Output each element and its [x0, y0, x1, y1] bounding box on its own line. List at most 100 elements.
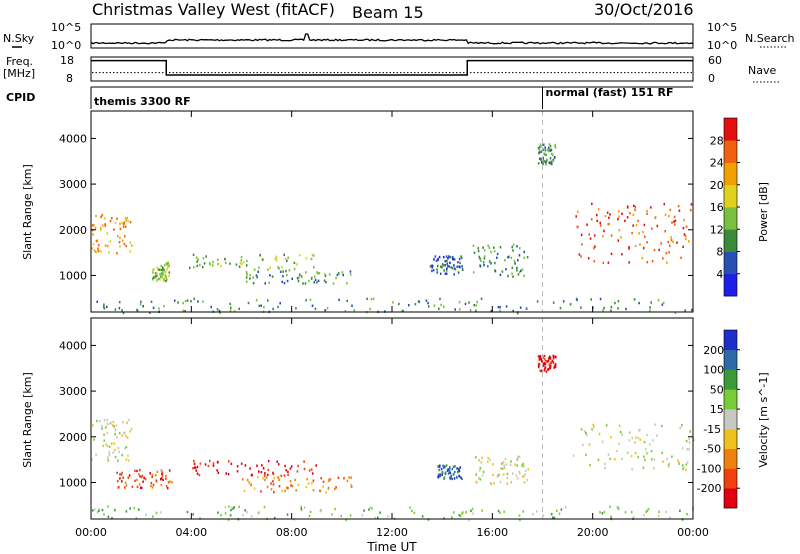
power-colorbar: 28 24 20 16 12 8 4 — [710, 117, 740, 297]
scatter-cell — [212, 462, 215, 465]
scatter-cell — [260, 304, 262, 307]
scatter-cell — [499, 305, 501, 309]
scatter-cell — [103, 307, 106, 310]
scatter-cell — [552, 516, 554, 519]
scatter-cell — [608, 222, 611, 226]
scatter-cell — [443, 477, 445, 480]
scatter-cell — [609, 213, 611, 216]
scatter-cell — [496, 256, 498, 259]
scatter-cell — [93, 224, 95, 227]
scatter-cell — [134, 469, 136, 473]
scatter-cell — [262, 467, 265, 470]
scatter-cell — [644, 235, 646, 239]
scatter-cell — [281, 266, 283, 269]
scatter-cell — [631, 231, 633, 235]
scatter-cell — [543, 143, 545, 146]
scatter-cell — [604, 466, 606, 470]
scatter-cell — [555, 356, 557, 359]
scatter-cell — [510, 481, 513, 484]
scatter-cell — [202, 300, 204, 303]
scatter-cell — [597, 208, 600, 211]
scatter-cell — [458, 257, 461, 261]
scatter-cell — [481, 474, 484, 477]
x-axis-label: Time UT — [366, 540, 417, 554]
scatter-cell — [335, 276, 337, 280]
scatter-cell — [665, 510, 667, 514]
scatter-cell — [262, 477, 264, 480]
scatter-cell — [554, 365, 556, 368]
scatter-cell — [548, 365, 551, 368]
scatter-cell — [91, 458, 93, 461]
scatter-cell — [107, 459, 110, 462]
scatter-cell — [682, 467, 684, 471]
scatter-cell — [606, 211, 609, 214]
scatter-cell — [318, 272, 321, 275]
scatter-cell — [543, 364, 545, 367]
scatter-cell — [454, 470, 456, 474]
scatter-cell — [287, 487, 289, 490]
scatter-cell — [244, 509, 246, 512]
scatter-cell — [272, 483, 275, 486]
scatter-cell — [443, 466, 445, 469]
scatter-cell — [458, 467, 460, 471]
scatter-cell — [460, 255, 462, 258]
scatter-cell — [459, 261, 461, 265]
scatter-cell — [305, 485, 308, 489]
scatter-cell — [517, 455, 519, 458]
scatter-cell — [520, 269, 522, 273]
colorbar-swatch — [724, 369, 737, 390]
scatter-cell — [190, 300, 192, 303]
scatter-cell — [556, 509, 558, 512]
scatter-cell — [650, 206, 652, 209]
scatter-cell — [159, 273, 161, 276]
scatter-cell — [662, 301, 665, 305]
scatter-cell — [270, 488, 273, 491]
scatter-cell — [440, 303, 442, 307]
scatter-cell — [439, 474, 442, 478]
scatter-cell — [471, 507, 474, 511]
scatter-cell — [539, 143, 542, 146]
scatter-cell — [276, 476, 279, 479]
scatter-cell — [431, 266, 433, 269]
scatter-cell — [308, 514, 311, 518]
scatter-cell — [217, 471, 220, 474]
scatter-cell — [524, 469, 527, 473]
scatter-cell — [540, 150, 543, 154]
scatter-cell — [487, 265, 489, 268]
scatter-cell — [295, 307, 297, 310]
scatter-cell — [161, 472, 163, 475]
scatter-cell — [580, 255, 582, 258]
scatter-cell — [160, 272, 163, 275]
scatter-cell — [664, 213, 667, 216]
scatter-cell — [461, 477, 463, 481]
scatter-cell — [139, 486, 142, 490]
scatter-cell — [166, 487, 169, 490]
scatter-cell — [617, 239, 620, 242]
y-tick-label: 1000 — [59, 269, 87, 282]
scatter-cell — [103, 433, 105, 436]
scatter-cell — [543, 369, 546, 372]
scatter-cell — [550, 160, 552, 164]
scatter-cell — [296, 263, 298, 266]
scatter-cell — [167, 266, 169, 269]
scatter-cell — [435, 259, 438, 263]
scatter-cell — [442, 256, 445, 259]
scatter-cell — [300, 507, 303, 511]
scatter-cell — [117, 486, 120, 489]
scatter-cell — [688, 441, 691, 444]
scatter-cell — [538, 146, 541, 149]
scatter-cell — [500, 462, 503, 465]
scatter-cell — [453, 477, 456, 480]
scatter-cell — [313, 266, 315, 269]
power-panel: 1000 2000 3000 4000 Slant Range [km] — [21, 110, 694, 315]
scatter-cell — [160, 469, 163, 472]
cpid-label: CPID — [6, 91, 35, 104]
scatter-cell — [398, 302, 400, 306]
scatter-cell — [236, 470, 239, 473]
scatter-cell — [196, 465, 199, 469]
scatter-cell — [346, 282, 348, 285]
scatter-cell — [196, 264, 198, 268]
scatter-cell — [209, 261, 211, 265]
scatter-cell — [203, 262, 206, 265]
